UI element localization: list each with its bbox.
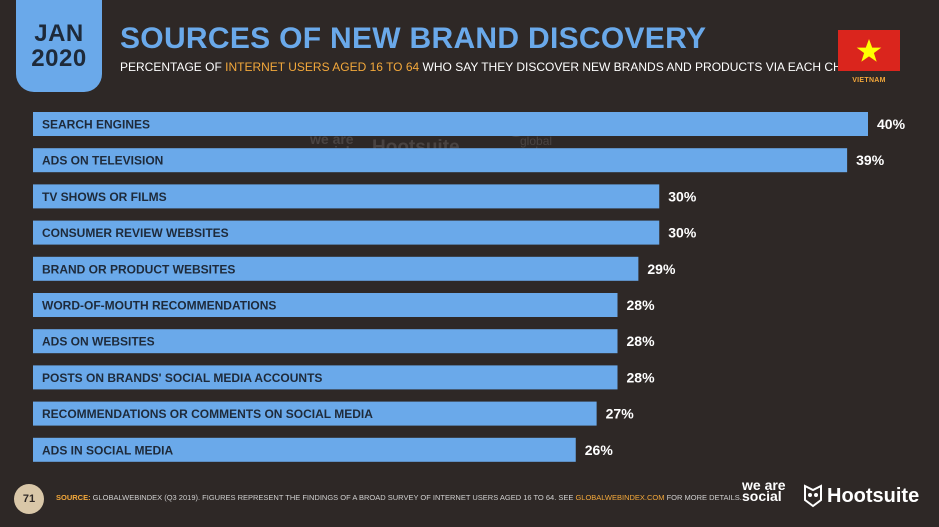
bar (33, 437, 576, 462)
value-label: 28% (627, 333, 656, 349)
source-note: SOURCE: GLOBALWEBINDEX (Q3 2019). FIGURE… (56, 493, 742, 502)
subtitle-post: WHO SAY THEY DISCOVER NEW BRANDS AND PRO… (419, 60, 882, 74)
value-label: 40% (877, 116, 906, 132)
bar (33, 293, 618, 317)
category-label: ADS ON TELEVISION (42, 154, 163, 168)
we-are-social-logo: we are social (742, 477, 786, 505)
source-end: FOR MORE DETAILS. (664, 493, 742, 502)
bar (33, 148, 848, 173)
value-label: 39% (856, 152, 885, 168)
subtitle-highlight: INTERNET USERS AGED 16 TO 64 (225, 60, 420, 74)
category-label: BRAND OR PRODUCT WEBSITES (42, 262, 235, 276)
star-icon (856, 38, 882, 62)
vietnam-flag-icon (838, 30, 900, 71)
hootsuite-logo: Hootsuite (803, 484, 919, 508)
bar (33, 184, 660, 209)
subtitle-pre: PERCENTAGE OF (120, 60, 226, 74)
date-year: 2020 (31, 45, 87, 72)
category-label: CONSUMER REVIEW WEBSITES (42, 226, 229, 240)
page-title: SOURCES OF NEW BRAND DISCOVERY (120, 22, 707, 55)
category-label: ADS ON WEBSITES (42, 335, 155, 349)
value-label: 26% (585, 442, 614, 458)
category-label: ADS IN SOCIAL MEDIA (42, 443, 173, 457)
bar (33, 329, 618, 354)
bar (33, 401, 597, 426)
bar (33, 365, 618, 390)
category-label: POSTS ON BRANDS' SOCIAL MEDIA ACCOUNTS (42, 371, 322, 385)
date-month: JAN (34, 19, 84, 47)
value-label: 30% (668, 188, 697, 204)
category-label: RECOMMENDATIONS OR COMMENTS ON SOCIAL ME… (42, 407, 373, 421)
bar (33, 256, 639, 281)
owl-icon (804, 484, 822, 508)
value-label: 30% (668, 225, 697, 241)
page-number: 71 (14, 484, 44, 514)
value-label: 28% (627, 369, 656, 385)
value-label: 28% (627, 297, 656, 313)
value-label: 27% (606, 406, 635, 422)
source-link[interactable]: GLOBALWEBINDEX.COM (575, 493, 665, 502)
page-subtitle: PERCENTAGE OF INTERNET USERS AGED 16 TO … (120, 60, 882, 74)
category-label: WORD-OF-MOUTH RECOMMENDATIONS (42, 299, 276, 313)
category-label: TV SHOWS OR FILMS (42, 190, 167, 204)
date-badge: JAN 2020 (16, 0, 102, 92)
source-label: SOURCE: (56, 493, 91, 502)
bar (33, 220, 660, 245)
hootsuite-logo-text: Hootsuite (827, 484, 920, 507)
country-label: VIETNAM (852, 77, 886, 84)
bar (33, 112, 868, 136)
source-text: GLOBALWEBINDEX (Q3 2019). FIGURES REPRES… (90, 493, 576, 502)
category-label: SEARCH ENGINES (42, 118, 150, 132)
value-label: 29% (647, 261, 676, 277)
